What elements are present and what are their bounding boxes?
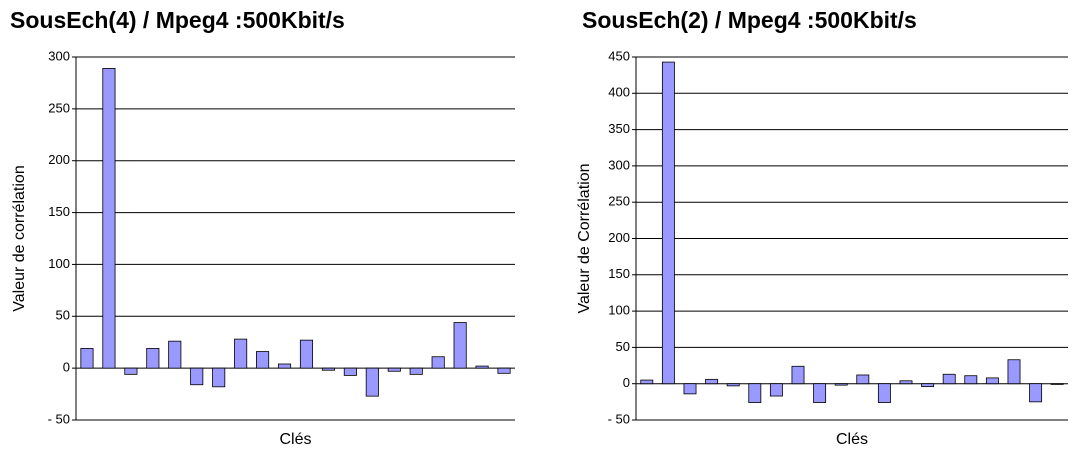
y-tick-label: 250 <box>608 194 630 209</box>
y-tick-label: 100 <box>608 303 630 318</box>
bar <box>985 377 999 385</box>
bar <box>705 378 719 385</box>
chart-title: SousEch(2) / Mpeg4 :500Kbit/s <box>582 7 917 33</box>
bar <box>921 383 935 388</box>
bar <box>813 383 827 403</box>
bar <box>102 68 116 369</box>
y-tick-label: 150 <box>608 266 630 281</box>
bar <box>409 367 423 375</box>
bar <box>726 383 740 387</box>
bar <box>256 351 270 369</box>
bar <box>321 367 335 371</box>
y-tick-label: 400 <box>608 85 630 100</box>
y-tick-label: 450 <box>608 48 630 63</box>
bar <box>80 348 94 369</box>
y-tick-label: 300 <box>608 157 630 172</box>
bar <box>475 365 489 369</box>
bar <box>387 367 401 372</box>
bar <box>640 379 654 385</box>
y-tick-label: 200 <box>48 152 70 167</box>
bar <box>834 383 848 386</box>
bar <box>791 365 805 385</box>
bar <box>1029 383 1043 403</box>
bar <box>683 383 697 395</box>
bar <box>277 363 292 369</box>
y-tick-label: 250 <box>48 100 70 115</box>
bar <box>942 373 956 385</box>
bar <box>661 61 675 385</box>
chart-title: SousEch(4) / Mpeg4 :500Kbit/s <box>10 7 345 33</box>
y-tick-label: - 50 <box>48 411 70 426</box>
bar <box>1007 359 1021 385</box>
y-tick-label: - 50 <box>608 411 630 426</box>
bar <box>431 356 445 369</box>
y-tick-label: 50 <box>56 308 70 323</box>
y-tick-label: 150 <box>48 204 70 219</box>
bar <box>748 383 762 403</box>
x-axis-label: Clés <box>279 431 311 448</box>
y-tick-label: 200 <box>608 230 630 245</box>
y-tick-label: 0 <box>63 360 70 375</box>
bar <box>168 340 182 369</box>
bar <box>343 367 357 376</box>
bar <box>234 338 248 369</box>
bar <box>453 322 467 369</box>
bar <box>1050 383 1064 385</box>
bar <box>497 367 511 374</box>
y-tick-label: 350 <box>608 121 630 136</box>
y-axis-label: Valeur de corrélation <box>11 165 28 311</box>
y-tick-label: 300 <box>48 48 70 63</box>
bar <box>146 348 160 369</box>
bar <box>299 339 314 369</box>
y-tick-label: 100 <box>48 256 70 271</box>
bar <box>899 380 913 385</box>
bar <box>365 367 379 397</box>
bar <box>856 374 870 385</box>
bar <box>124 367 138 375</box>
y-tick-label: 50 <box>616 339 630 354</box>
x-axis-label: Clés <box>836 431 868 448</box>
y-tick-label: 0 <box>623 375 630 390</box>
y-axis-label: Valeur de Corrélation <box>576 163 593 313</box>
bar <box>190 367 204 386</box>
bar <box>212 367 226 388</box>
bar <box>964 375 978 385</box>
bar <box>877 383 891 403</box>
bar <box>769 383 783 397</box>
